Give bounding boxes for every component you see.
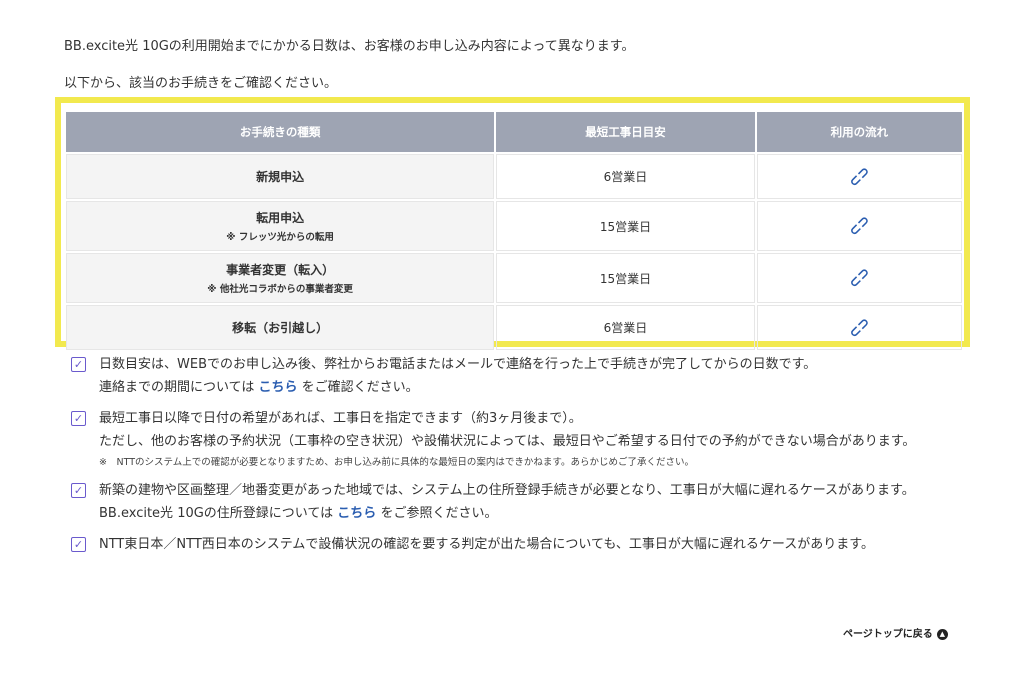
checkbox-icon: ✓ xyxy=(71,411,86,426)
table-row: 移転（お引越し） 6営業日 ⊂⊃ xyxy=(66,305,962,350)
intro-instruction: 以下から、該当のお手続きをご確認ください。 xyxy=(64,76,338,91)
row-flow: ⊂⊃ xyxy=(756,253,962,303)
type-label: 移転（お引越し） xyxy=(232,321,329,335)
header-flow: 利用の流れ xyxy=(756,112,962,152)
address-registration-link[interactable]: こちら xyxy=(337,506,377,521)
note-item: ✓ 最短工事日以降で日付の希望があれば、工事日を指定できます（約3ヶ月後まで）。… xyxy=(70,407,970,471)
row-type: 転用申込 ※ フレッツ光からの転用 xyxy=(66,201,495,251)
page-top-label: ページトップに戻る xyxy=(843,629,933,640)
note-item: ✓ 新築の建物や区画整理／地番変更があった地域では、システム上の住所登録手続きが… xyxy=(70,479,970,525)
link-icon[interactable]: ⊂⊃ xyxy=(845,212,874,240)
table-header: お手続きの種類 最短工事日目安 利用の流れ xyxy=(66,112,962,152)
checkbox-icon: ✓ xyxy=(71,537,86,552)
note-item: ✓ 日数目安は、WEBでのお申し込み後、弊社からお電話またはメールで連絡を行った… xyxy=(70,353,970,399)
type-sub: ※ 他社光コラボからの事業者変更 xyxy=(207,284,353,295)
link-icon[interactable]: ⊂⊃ xyxy=(845,313,874,342)
checkbox-icon: ✓ xyxy=(71,357,86,372)
schedule-table-highlight: お手続きの種類 最短工事日目安 利用の流れ 新規申込 6営業日 ⊂⊃ 転用申込 ※… xyxy=(55,97,970,350)
note-text: をご確認ください。 xyxy=(297,380,419,395)
note-text: BB.excite光 10Gの住所登録については xyxy=(99,506,338,521)
page-top-link[interactable]: ページトップに戻る ▲ xyxy=(843,625,948,640)
row-flow: ⊂⊃ xyxy=(756,201,962,251)
row-flow: ⊂⊃ xyxy=(756,154,962,199)
schedule-table: お手続きの種類 最短工事日目安 利用の流れ 新規申込 6営業日 ⊂⊃ 転用申込 ※… xyxy=(64,110,964,352)
note-text: 最短工事日以降で日付の希望があれば、工事日を指定できます（約3ヶ月後まで）。 xyxy=(99,411,582,426)
contact-period-link[interactable]: こちら xyxy=(258,380,298,395)
header-type: お手続きの種類 xyxy=(66,112,495,152)
row-days: 15営業日 xyxy=(496,253,755,303)
note-text: をご参照ください。 xyxy=(376,506,498,521)
type-sub: ※ フレッツ光からの転用 xyxy=(226,232,334,243)
type-label: 転用申込 xyxy=(256,211,305,225)
table-row: 新規申込 6営業日 ⊂⊃ xyxy=(66,154,962,199)
notes-list: ✓ 日数目安は、WEBでのお申し込み後、弊社からお電話またはメールで連絡を行った… xyxy=(70,353,970,564)
note-text: ただし、他のお客様の予約状況（工事枠の空き状況）や設備状況によっては、最短日やご… xyxy=(99,434,916,449)
note-text: 新築の建物や区画整理／地番変更があった地域では、システム上の住所登録手続きが必要… xyxy=(99,483,915,498)
note-footnote: ※ NTTのシステム上での確認が必要となりますため、お申し込み前に具体的な最短日… xyxy=(99,457,694,468)
note-text: 日数目安は、WEBでのお申し込み後、弊社からお電話またはメールで連絡を行った上で… xyxy=(99,357,817,372)
row-days: 6営業日 xyxy=(496,305,755,350)
checkbox-icon: ✓ xyxy=(71,483,86,498)
row-type: 移転（お引越し） xyxy=(66,305,495,350)
row-days: 6営業日 xyxy=(496,154,755,199)
intro-text: BB.excite光 10Gの利用開始までにかかる日数は、お客様のお申し込み内容… xyxy=(64,39,635,54)
row-type: 事業者変更（転入） ※ 他社光コラボからの事業者変更 xyxy=(66,253,495,303)
type-label: 事業者変更（転入） xyxy=(226,263,335,277)
note-item: ✓ NTT東日本／NTT西日本のシステムで設備状況の確認を要する判定が出た場合に… xyxy=(70,533,970,556)
chevron-up-icon: ▲ xyxy=(936,628,948,640)
note-text: 連絡までの期間については xyxy=(99,380,259,395)
header-days: 最短工事日目安 xyxy=(496,112,755,152)
link-icon[interactable]: ⊂⊃ xyxy=(845,264,874,292)
table-row: 事業者変更（転入） ※ 他社光コラボからの事業者変更 15営業日 ⊂⊃ xyxy=(66,253,962,303)
note-text: NTT東日本／NTT西日本のシステムで設備状況の確認を要する判定が出た場合につい… xyxy=(99,537,874,552)
row-flow: ⊂⊃ xyxy=(756,305,962,350)
row-type: 新規申込 xyxy=(66,154,495,199)
link-icon[interactable]: ⊂⊃ xyxy=(845,162,874,191)
row-days: 15営業日 xyxy=(496,201,755,251)
type-label: 新規申込 xyxy=(256,170,305,184)
table-row: 転用申込 ※ フレッツ光からの転用 15営業日 ⊂⊃ xyxy=(66,201,962,251)
